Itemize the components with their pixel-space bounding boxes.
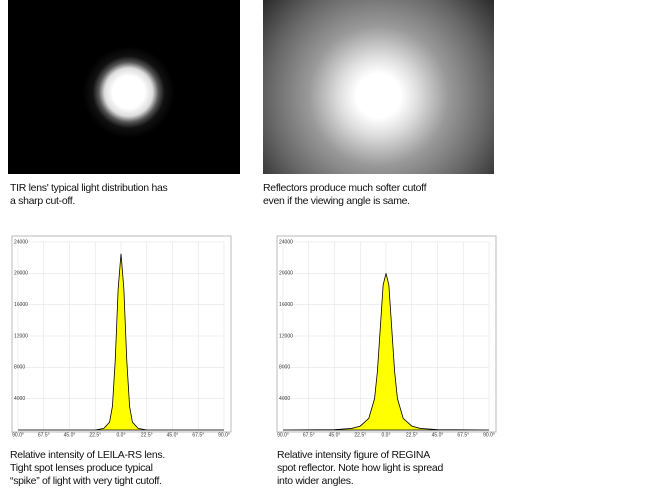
y-tick-label: 24000: [14, 239, 28, 245]
caption-line: spot reflector. Note how light is spread: [277, 462, 444, 474]
caption-line: TIR lens' typical light distribution has: [10, 182, 168, 194]
y-tick-label: 16000: [279, 302, 293, 308]
caption-line: a sharp cut-off.: [10, 195, 76, 207]
caption-line: even if the viewing angle is same.: [263, 195, 410, 207]
caption-line: “spike” of light with very tight cutoff.: [10, 475, 162, 487]
x-tick-label: 0.0°: [117, 432, 126, 438]
x-tick-label: 67.5°: [38, 432, 50, 438]
caption-line: Tight spot lenses produce typical: [10, 462, 153, 474]
x-tick-label: 90.0°: [12, 432, 24, 438]
x-tick-label: 22.5°: [406, 432, 418, 438]
x-tick-label: 90.0°: [483, 432, 495, 438]
caption-line: Relative intensity figure of REGINA: [277, 449, 430, 461]
x-tick-label: 45.0°: [432, 432, 444, 438]
photo-tir: [8, 0, 240, 174]
x-tick-label: 67.5°: [457, 432, 469, 438]
caption: Reflectors produce much softer cutoff eve…: [263, 182, 427, 208]
y-tick-label: 16000: [14, 302, 28, 308]
intensity-area: [282, 273, 490, 431]
chart: 4000 8000 12000 16000 20000 24000 90.0° 67.5° 45…: [11, 235, 232, 438]
y-tick-label: 4000: [279, 396, 290, 402]
caption-line: Relative intensity of LEILA-RS lens.: [10, 449, 165, 461]
y-tick-label: 8000: [279, 365, 290, 371]
y-tick-label: 4000: [14, 396, 25, 402]
x-tick-label: 22.5°: [354, 432, 366, 438]
y-tick-label: 24000: [279, 239, 293, 245]
y-tick-label: 12000: [279, 333, 293, 339]
y-tick-label: 12000: [14, 333, 28, 339]
intensity-area: [18, 253, 224, 431]
caption-line: into wider angles.: [277, 475, 354, 487]
y-tick-label: 20000: [279, 271, 293, 277]
x-tick-label: 67.5°: [303, 432, 315, 438]
chart: 4000 8000 12000 16000 20000 24000 90.0° 67.5° 45…: [276, 235, 497, 438]
x-tick-label: 0.0°: [382, 432, 391, 438]
y-tick-label: 20000: [14, 271, 28, 277]
x-tick-label: 22.5°: [89, 432, 101, 438]
caption: Relative intensity of LEILA-RS lens. Tigh…: [10, 449, 165, 488]
x-tick-label: 45.0°: [167, 432, 179, 438]
x-tick-label: 90.0°: [218, 432, 230, 438]
photo-reflector: [263, 0, 494, 174]
x-tick-label: 67.5°: [192, 432, 204, 438]
x-tick-label: 45.0°: [64, 432, 76, 438]
caption: Relative intensity figure of REGINA spot …: [277, 449, 443, 488]
x-tick-label: 22.5°: [141, 432, 153, 438]
y-tick-label: 8000: [14, 365, 25, 371]
x-tick-label: 90.0°: [277, 432, 289, 438]
x-tick-label: 45.0°: [329, 432, 341, 438]
caption-line: Reflectors produce much softer cutoff: [263, 182, 427, 194]
caption: TIR lens' typical light distribution has…: [10, 182, 168, 208]
